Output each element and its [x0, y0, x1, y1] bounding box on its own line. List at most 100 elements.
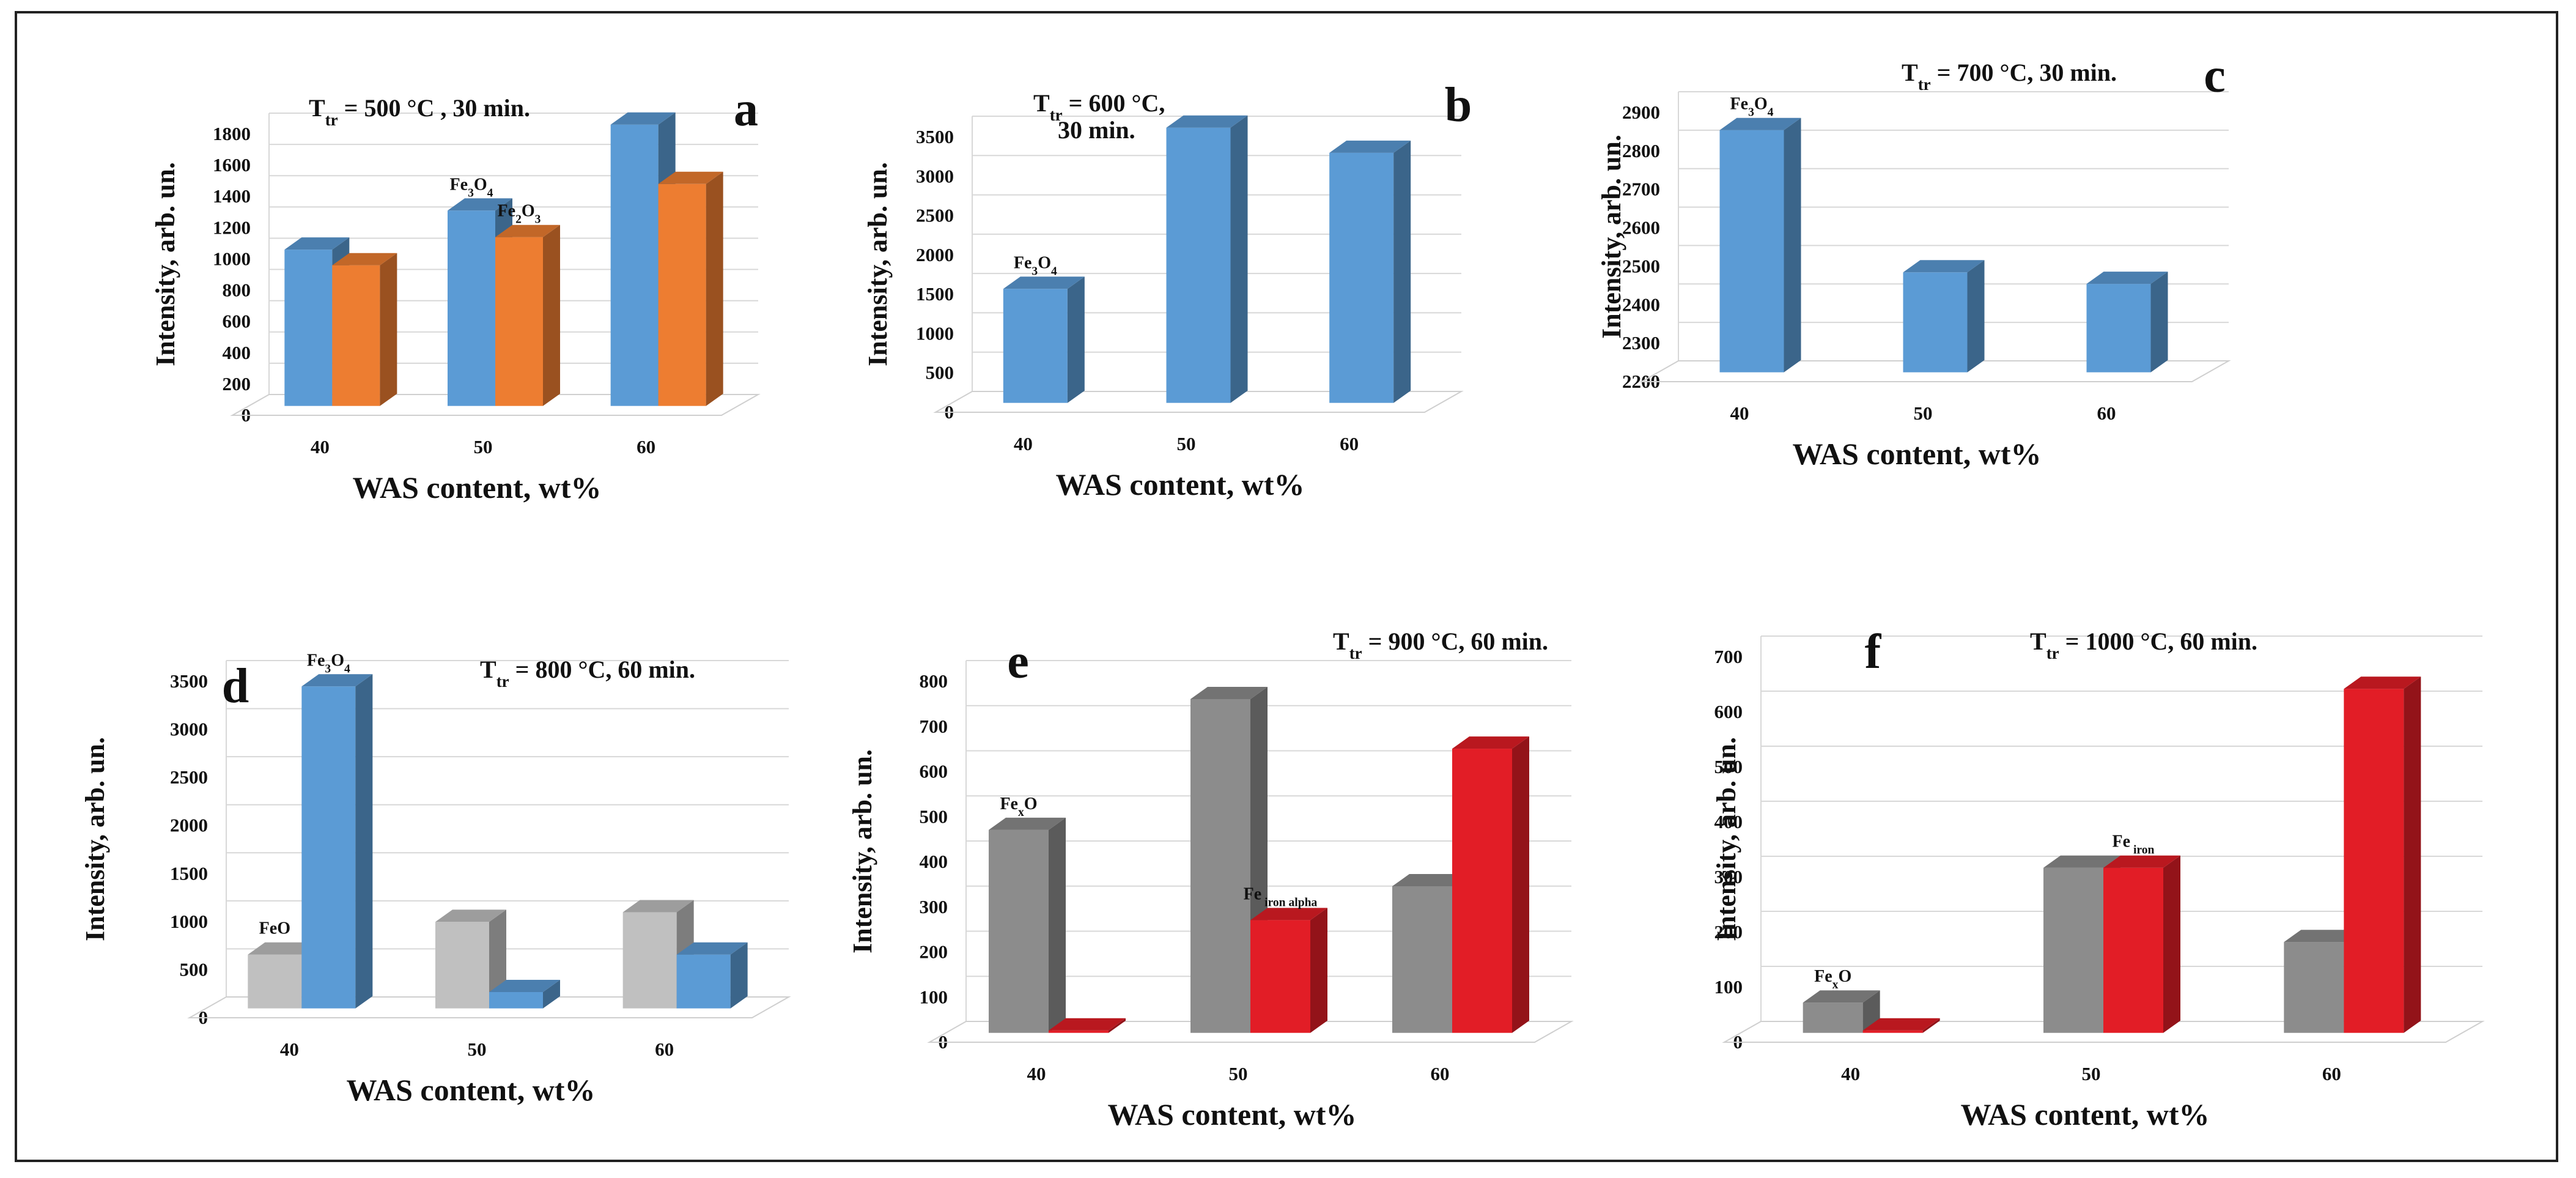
x-tick-label: 60	[1431, 1063, 1450, 1084]
bar-side	[730, 942, 748, 1009]
bar-top	[1003, 276, 1085, 289]
bar-top	[1166, 115, 1248, 128]
bar-side	[1512, 736, 1529, 1033]
y-tick-label: 3500	[170, 670, 208, 692]
bar-side	[380, 253, 397, 406]
condition-label-line2: 30 min.	[1058, 116, 1135, 144]
condition-sub: tr	[496, 672, 509, 691]
compound-base: Fe	[1000, 795, 1018, 813]
compound-base2: O	[1038, 253, 1051, 272]
bar-front	[1903, 272, 1968, 372]
bar-fe2o3-50	[495, 224, 560, 406]
y-tick-label: 700	[920, 716, 948, 737]
compound-label: Fe3O4	[1730, 95, 1774, 119]
compound-base: Fe	[1244, 884, 1262, 903]
bar-top	[1803, 990, 1880, 1003]
bar-front	[1166, 127, 1231, 403]
bar-front	[676, 954, 731, 1009]
y-tick-label: 1400	[213, 185, 251, 207]
bar-top	[622, 900, 694, 913]
x-tick-label: 60	[655, 1039, 674, 1060]
bar-top	[1392, 874, 1469, 887]
figure-frame	[15, 11, 2558, 1162]
y-tick-label: 1000	[213, 248, 251, 269]
bar-top	[2043, 855, 2120, 868]
bar-fe3o4-50	[1166, 115, 1248, 403]
x-axis-title: WAS content, wt%	[347, 1073, 596, 1107]
panel-letter: c	[2204, 49, 2226, 103]
bar-side	[543, 224, 560, 406]
condition-sub: tr	[2046, 644, 2059, 662]
bar-fe-iron-alpha-60	[1452, 736, 1529, 1033]
bar-fe3o4-50	[1903, 260, 1985, 372]
compound-sub: iron	[2130, 843, 2154, 856]
compound-base2: O	[1838, 967, 1851, 986]
bar-top	[248, 942, 319, 955]
y-tick-label: 1500	[170, 862, 208, 884]
bar-top	[1250, 908, 1327, 921]
compound-base: Fe	[1814, 967, 1832, 986]
bar-fe-iron-alpha-40	[1049, 1018, 1126, 1033]
bar-front	[1719, 130, 1784, 372]
bar-front	[448, 210, 495, 406]
bar-top	[2284, 930, 2361, 943]
compound-base2: O	[522, 202, 535, 221]
condition-label: Ttr = 700 °C, 30 min.	[1902, 59, 2117, 94]
compound-base: Fe	[450, 175, 468, 194]
chart-floor	[187, 996, 791, 1018]
condition-label: Ttr = 800 °C, 60 min.	[480, 656, 695, 691]
bar-top	[610, 112, 676, 125]
bar-top	[284, 237, 350, 250]
y-tick-label: 2700	[1622, 179, 1660, 200]
x-tick-label: 40	[1027, 1063, 1046, 1084]
y-axis-title: Intensity, arb. un.	[150, 162, 180, 366]
bar-fexo-50	[1190, 686, 1268, 1033]
compound-base: Fe	[498, 202, 516, 221]
condition-label: Ttr = 1000 °C, 60 min.	[2030, 628, 2257, 662]
compound-label: FexO	[1000, 795, 1037, 819]
bar-front	[2344, 689, 2404, 1033]
bar-top	[1903, 260, 1985, 273]
bar-front	[489, 991, 543, 1009]
condition-prefix: T	[1333, 628, 1349, 655]
bar-front	[284, 250, 333, 406]
y-tick-label: 200	[223, 373, 251, 395]
compound-label: Fe iron	[2113, 832, 2155, 857]
condition-label: Ttr = 600 °C,	[1033, 89, 1165, 124]
condition-prefix: T	[1033, 89, 1050, 117]
bar-fe3o4-50	[489, 979, 560, 1009]
chart-floor	[1722, 1021, 2485, 1043]
condition-rest: = 500 °C , 30 min.	[338, 94, 530, 122]
condition-prefix: T	[2030, 628, 2046, 655]
y-tick-label: 2400	[1622, 294, 1660, 315]
y-tick-label: 2900	[1622, 102, 1660, 123]
bar-fe3o4-40	[301, 674, 373, 1009]
x-tick-label: 60	[1340, 433, 1359, 454]
y-tick-label: 2800	[1622, 140, 1660, 161]
y-tick-label: 3000	[170, 719, 208, 740]
y-tick-label: 300	[920, 896, 948, 917]
bar-front	[1452, 749, 1512, 1033]
bar-front	[658, 183, 706, 406]
x-tick-label: 40	[1841, 1063, 1860, 1084]
bar-side	[1310, 908, 1327, 1033]
bar-front	[248, 954, 302, 1009]
bar-top	[448, 198, 512, 211]
bar-fe3o4-60	[2086, 272, 2168, 372]
compound-label: Fe iron alpha	[1244, 884, 1318, 909]
condition-rest: = 800 °C, 60 min.	[509, 656, 695, 683]
bar-side	[543, 979, 560, 1009]
bar-side	[1230, 115, 1248, 403]
condition-rest: = 700 °C, 30 min.	[1931, 59, 2117, 86]
compound-base2: O	[474, 175, 487, 194]
bar-top	[489, 979, 560, 992]
bar-top	[332, 253, 397, 265]
bar-front	[2284, 942, 2344, 1033]
condition-prefix: T	[1902, 59, 1918, 86]
bar-front	[1862, 1030, 1923, 1033]
x-tick-label: 40	[280, 1039, 299, 1060]
